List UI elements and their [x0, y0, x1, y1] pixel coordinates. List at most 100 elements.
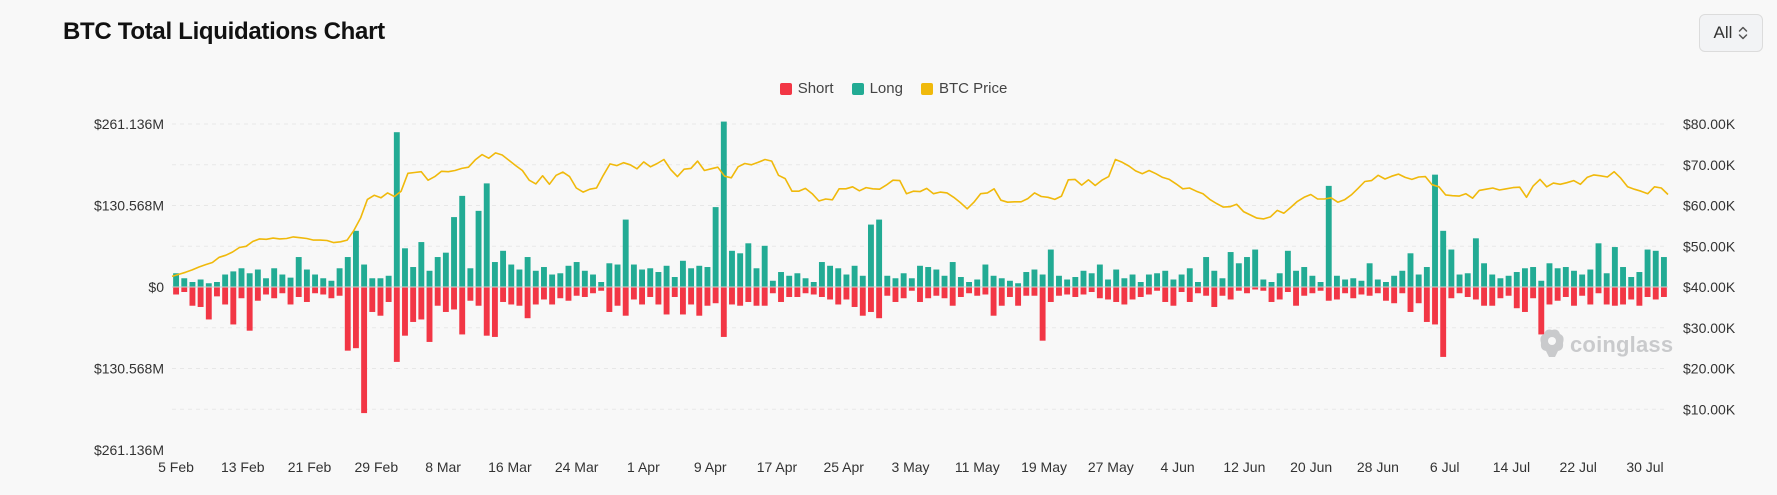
- long-bar: [1440, 230, 1447, 287]
- long-bar: [1652, 250, 1659, 287]
- short-bar: [1391, 287, 1398, 304]
- short-bar: [761, 287, 768, 306]
- short-bar: [908, 287, 915, 291]
- short-bar: [581, 287, 588, 297]
- short-bar: [1644, 287, 1651, 297]
- short-bar: [524, 287, 531, 319]
- long-bar: [868, 224, 874, 287]
- long-bar: [214, 282, 220, 287]
- short-bar: [859, 287, 866, 316]
- long-bar: [336, 268, 343, 287]
- long-bar: [532, 270, 539, 287]
- long-bar: [606, 263, 613, 287]
- time-range-value: All: [1713, 23, 1733, 42]
- long-bar: [802, 278, 809, 287]
- long-bar: [974, 279, 981, 287]
- long-bar: [590, 274, 596, 287]
- short-bar: [1611, 287, 1618, 306]
- short-bar: [1366, 287, 1373, 296]
- long-bar: [1546, 263, 1553, 287]
- x-axis-tick-label: 14 Jul: [1493, 459, 1530, 475]
- legend-item-short[interactable]: Short: [779, 80, 834, 97]
- short-bar: [573, 287, 580, 296]
- short-bar: [720, 287, 727, 337]
- short-bar: [933, 287, 940, 296]
- long-bar: [1317, 282, 1324, 287]
- long-bar: [1562, 267, 1569, 287]
- long-bar: [1293, 270, 1299, 287]
- short-bar: [1383, 287, 1389, 301]
- long-bar: [1195, 282, 1201, 287]
- x-axis-tick-label: 28 Jun: [1357, 459, 1399, 475]
- short-bar: [189, 287, 196, 306]
- long-bar: [328, 280, 335, 287]
- short-bar: [868, 287, 874, 312]
- long-bar: [312, 274, 319, 287]
- long-bar: [998, 278, 1005, 287]
- long-bar: [1611, 247, 1618, 287]
- short-bar: [974, 287, 981, 296]
- long-bar: [884, 275, 891, 287]
- short-bar: [1137, 287, 1144, 297]
- long-bar: [1219, 278, 1226, 287]
- long-bar: [238, 268, 245, 287]
- short-bar: [1047, 287, 1054, 302]
- right-axis-tick-label: $30.00K: [1683, 320, 1736, 336]
- long-bar: [639, 269, 645, 287]
- long-bar: [647, 268, 654, 287]
- long-bar: [990, 275, 997, 287]
- long-bar: [1015, 283, 1022, 287]
- long-bar: [1088, 273, 1095, 287]
- long-bar: [1113, 269, 1120, 287]
- short-bar: [1505, 287, 1512, 296]
- short-bar: [467, 287, 474, 301]
- short-bar: [230, 287, 237, 325]
- short-bar: [303, 287, 310, 302]
- short-bar: [966, 287, 972, 294]
- legend-item-long[interactable]: Long: [851, 80, 903, 97]
- short-bar: [1244, 287, 1250, 294]
- short-bar: [1284, 287, 1291, 292]
- short-bar: [1056, 287, 1062, 296]
- long-bar: [786, 275, 793, 287]
- short-bar: [1407, 287, 1414, 312]
- short-bar: [1472, 287, 1479, 300]
- right-axis-tick-label: $20.00K: [1683, 361, 1736, 377]
- short-bar: [1562, 287, 1569, 297]
- short-bar: [254, 287, 261, 301]
- long-bar: [1154, 273, 1161, 287]
- x-axis-tick-label: 17 Apr: [757, 459, 798, 475]
- right-axis-tick-label: $40.00K: [1683, 279, 1736, 295]
- short-bar: [263, 287, 269, 295]
- short-bar: [1105, 287, 1111, 300]
- x-axis-tick-label: 9 Apr: [694, 459, 727, 475]
- short-bar: [541, 287, 547, 300]
- long-bar: [1137, 282, 1144, 287]
- long-bar: [254, 269, 261, 287]
- short-bar: [1432, 287, 1438, 325]
- long-bar: [1056, 275, 1062, 287]
- left-axis-tick-label: $130.568M: [94, 198, 164, 214]
- long-bar: [1530, 267, 1537, 287]
- long-bar: [1521, 268, 1528, 287]
- long-bar: [1456, 274, 1463, 287]
- left-axis-tick-label: $261.136M: [94, 442, 164, 458]
- legend-item-btc-price[interactable]: BTC Price: [920, 80, 1007, 97]
- short-bar: [1603, 287, 1610, 305]
- long-bar: [263, 278, 269, 287]
- short-bar: [786, 287, 793, 297]
- time-range-select[interactable]: All: [1699, 14, 1763, 52]
- long-bar: [630, 264, 637, 287]
- short-bar: [1178, 287, 1185, 292]
- short-bar: [1031, 287, 1038, 296]
- long-bar: [1513, 272, 1520, 287]
- long-bar: [1374, 279, 1381, 287]
- long-bar: [1579, 274, 1586, 287]
- short-bar: [271, 287, 278, 299]
- long-bar: [581, 270, 588, 287]
- short-bar: [835, 287, 842, 305]
- long-bar: [737, 253, 744, 287]
- short-bar: [491, 287, 498, 337]
- short-bar: [344, 287, 351, 351]
- short-bar: [892, 287, 899, 302]
